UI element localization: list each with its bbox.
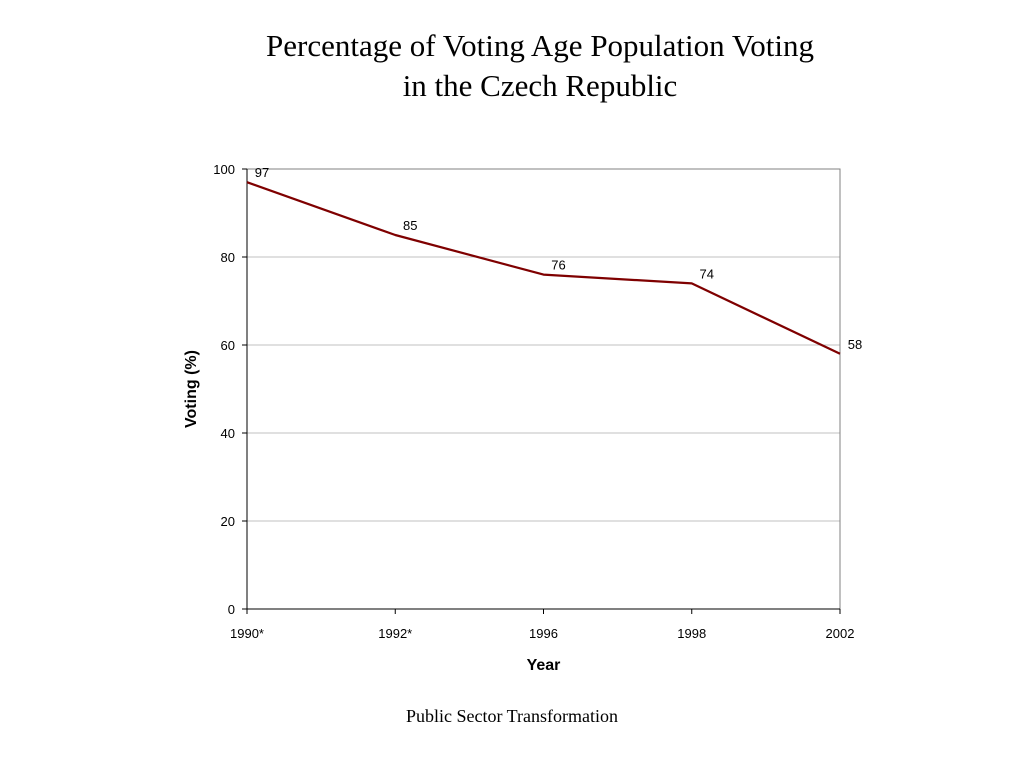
data-label: 76 — [551, 258, 565, 273]
y-tick-label: 80 — [221, 250, 235, 265]
y-tick-label: 20 — [221, 514, 235, 529]
x-axis-title: Year — [527, 657, 561, 674]
x-tick-label: 1998 — [677, 626, 706, 641]
y-tick-label: 100 — [213, 162, 235, 177]
data-label: 85 — [403, 218, 417, 233]
data-label: 97 — [255, 165, 269, 180]
slide-title-line-2: in the Czech Republic — [402, 68, 678, 103]
y-axis-title: Voting (%) — [183, 350, 200, 428]
x-tick-label: 1990* — [230, 626, 264, 641]
slide-footer: Public Sector Transformation — [406, 706, 618, 726]
x-axis-ticks: 1990* 1992* 1996 1998 2002 — [230, 609, 854, 641]
slide-title-line-1: Percentage of Voting Age Population Voti… — [266, 28, 814, 63]
data-labels: 97 85 76 74 58 — [255, 165, 862, 352]
y-tick-label: 40 — [221, 426, 235, 441]
y-tick-label: 60 — [221, 338, 235, 353]
data-label: 58 — [848, 337, 862, 352]
x-tick-label: 1996 — [529, 626, 558, 641]
x-tick-label: 2002 — [826, 626, 855, 641]
slide-title: Percentage of Voting Age Population Voti… — [0, 26, 1024, 106]
y-tick-label: 0 — [228, 602, 235, 617]
data-label: 74 — [700, 266, 714, 281]
y-axis-ticks: 0 20 40 60 80 100 — [213, 162, 247, 617]
gridlines — [247, 256, 840, 522]
series-line — [246, 181, 841, 355]
series-layer — [246, 181, 841, 355]
plot-area-border — [246, 168, 841, 610]
x-tick-label: 1992* — [378, 626, 412, 641]
